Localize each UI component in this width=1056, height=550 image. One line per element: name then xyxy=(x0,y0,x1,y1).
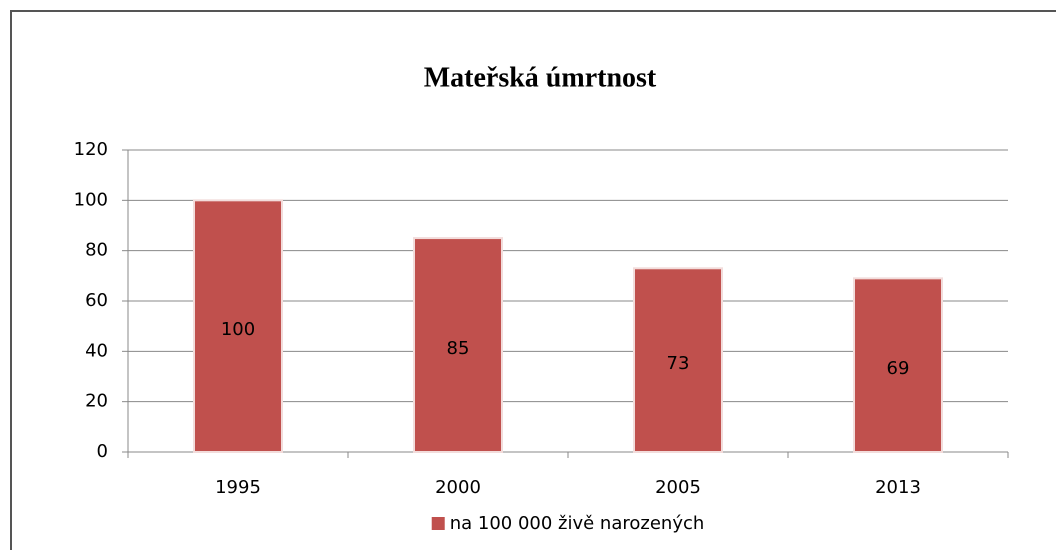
y-tick-label: 80 xyxy=(85,240,108,261)
y-tick-label: 60 xyxy=(85,290,108,311)
bar xyxy=(193,199,283,453)
data-label: 73 xyxy=(667,353,690,374)
y-tick-label: 40 xyxy=(85,340,108,361)
bar xyxy=(413,237,503,453)
x-tick-label: 2013 xyxy=(875,477,921,498)
y-tick-label: 100 xyxy=(74,189,108,210)
chart-title: Mateřská úmrtnost xyxy=(424,62,657,93)
x-tick-label: 2005 xyxy=(655,477,701,498)
y-tick-label: 0 xyxy=(97,441,108,462)
data-label: 69 xyxy=(887,358,910,379)
bar xyxy=(853,277,943,453)
bar xyxy=(633,267,723,453)
legend-swatch xyxy=(431,517,445,530)
y-tick-label: 120 xyxy=(74,139,108,160)
x-tick-label: 2000 xyxy=(435,477,481,498)
y-tick-label: 20 xyxy=(85,391,108,412)
x-tick-label: 1995 xyxy=(215,477,261,498)
data-label: 85 xyxy=(447,338,470,359)
legend-label: na 100 000 živě narozených xyxy=(450,513,705,534)
data-label: 100 xyxy=(221,319,255,340)
